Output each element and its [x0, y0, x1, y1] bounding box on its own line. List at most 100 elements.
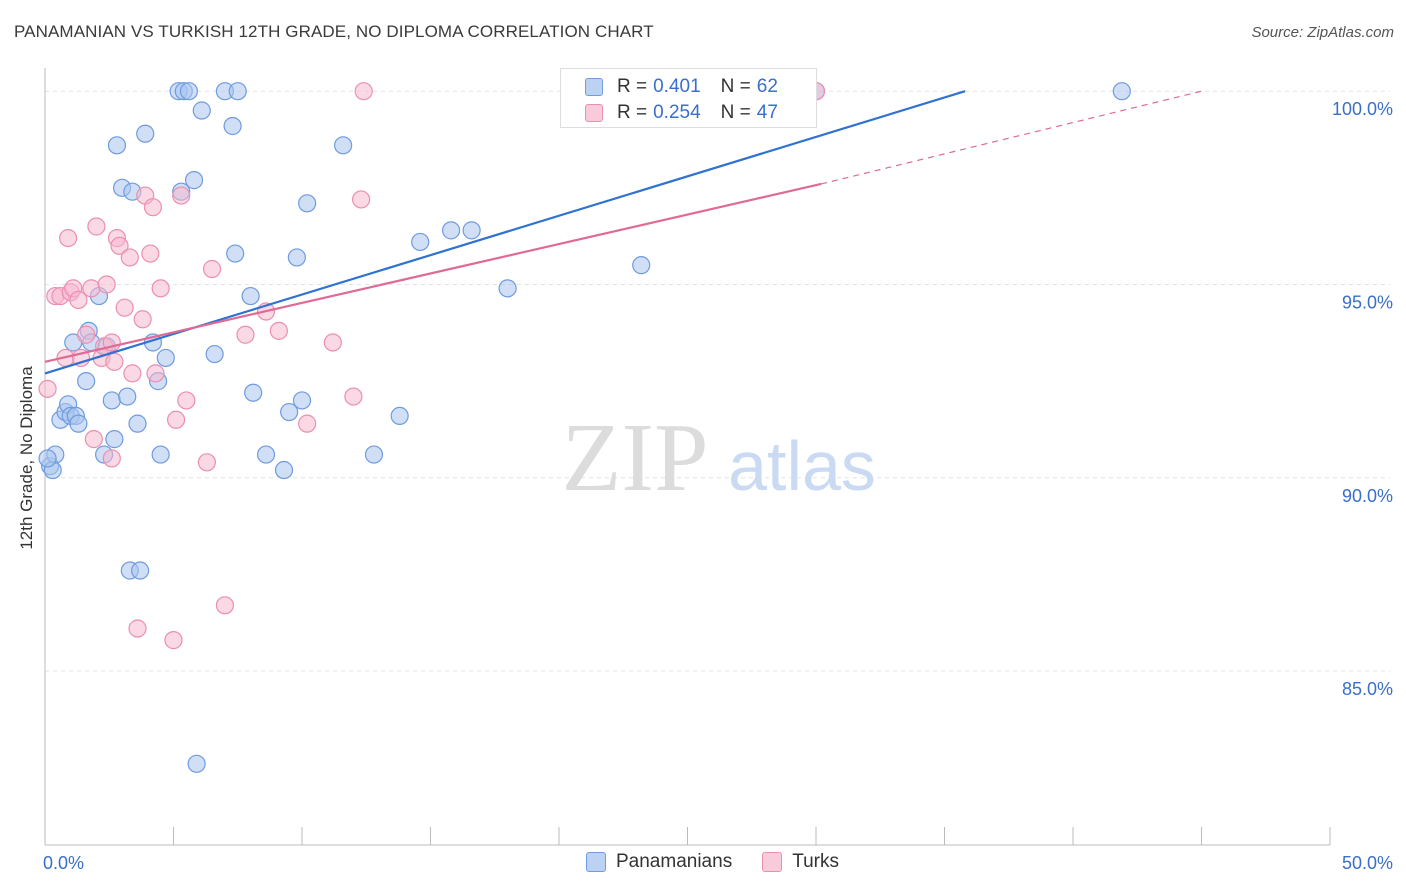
turk-point [236, 325, 255, 344]
panamanian-point [280, 402, 299, 422]
panamanian-point [441, 221, 461, 240]
panamanian-point [151, 445, 170, 464]
y-tick-label: 85.0% [1342, 679, 1393, 699]
turk-point [102, 449, 121, 468]
legend-row-panamanians: R = 0.401 N = 62 [585, 74, 778, 100]
panamanian-point [38, 449, 57, 468]
turk-point [146, 364, 165, 383]
tick-labels: 85.0% 90.0% 95.0% 100.0% 0.0% 50.0% [43, 99, 1393, 873]
legend-r-label: R = [617, 76, 648, 97]
legend-row-turks: R = 0.254 N = 47 [585, 100, 778, 126]
turk-point [344, 387, 363, 406]
turk-point [59, 228, 78, 248]
panamanian-point [632, 256, 651, 275]
panamanian-point [118, 387, 137, 406]
panamanian-point [462, 221, 481, 240]
legend-swatch-blue [585, 78, 603, 96]
series-legend: Panamanians Turks [586, 851, 869, 873]
trend-lines [44, 90, 1202, 375]
panamanian-point [69, 414, 88, 433]
turk-point [82, 279, 101, 298]
turk-point [143, 198, 163, 217]
grid-lines [45, 90, 1390, 672]
legend-swatch-pink [762, 852, 783, 872]
turk-point [164, 631, 183, 650]
panamanian-point [156, 348, 175, 368]
legend-n-label: N = [720, 76, 751, 97]
panamanian-point [334, 136, 353, 155]
panamanian-point [205, 344, 224, 364]
source-label: Source: ZipAtlas.com [1251, 24, 1394, 41]
panamanian-point [390, 406, 409, 426]
turk-point [87, 217, 106, 236]
panamanian-point [128, 414, 147, 433]
turk-point [123, 364, 142, 383]
turk-point [177, 391, 196, 410]
y-tick-label: 95.0% [1342, 292, 1393, 312]
trend-line-turks [820, 90, 1202, 185]
turk-point [151, 279, 170, 298]
legend-label-turks: Turks [792, 851, 839, 872]
legend-r-value: 0.401 [653, 76, 701, 97]
turk-point [77, 325, 96, 344]
panamanian-point [274, 460, 294, 480]
turk-point [298, 414, 317, 433]
turk-point [105, 352, 124, 371]
panamanian-point [244, 383, 263, 402]
x-tick-label: 50.0% [1342, 853, 1393, 873]
turk-point [133, 310, 152, 329]
watermark: ZIP atlas [562, 404, 876, 512]
legend-n-value: 62 [756, 76, 778, 97]
panamanian-point [187, 754, 206, 773]
y-tick-label: 100.0% [1332, 99, 1393, 119]
turk-point [269, 321, 288, 340]
turk-point [172, 186, 191, 205]
correlation-legend: R = 0.401 N = 62 R = 0.254 N = 47 [560, 68, 817, 128]
panamanian-point [298, 194, 317, 213]
chart-title: PANAMANIAN VS TURKISH 12TH GRADE, NO DIP… [14, 22, 654, 41]
turk-point [97, 275, 116, 294]
legend-n-label: N = [720, 102, 751, 123]
panamanian-point [226, 244, 245, 263]
legend-item-panamanians: Panamanians [586, 851, 732, 873]
watermark-zip: ZIP [562, 404, 709, 512]
turk-point [115, 298, 134, 317]
panamanian-point [192, 101, 211, 120]
turk-point [141, 244, 160, 263]
panamanian-point [130, 561, 150, 580]
panamanian-point [136, 124, 155, 143]
turk-point [69, 290, 88, 310]
panamanian-point [256, 445, 276, 464]
turk-point [323, 333, 342, 352]
turk-point [110, 236, 129, 255]
panamanian-point [228, 82, 247, 101]
x-tick-label: 0.0% [43, 853, 84, 873]
turk-point [84, 430, 103, 449]
turk-point [120, 248, 139, 267]
panamanian-point [411, 232, 430, 252]
turk-point [215, 596, 234, 615]
legend-swatch-blue [586, 852, 606, 872]
panamanian-point [292, 391, 312, 410]
panamanian-point [107, 136, 127, 155]
panamanian-point [498, 279, 517, 298]
y-axis-label: 12th Grade, No Diploma [17, 366, 36, 550]
panamanian-point [77, 372, 96, 391]
panamanian-point [179, 82, 199, 101]
turk-point [38, 379, 57, 398]
turk-point [354, 82, 373, 101]
turk-point [166, 410, 186, 429]
turk-point [352, 190, 371, 209]
panamanian-point [1112, 82, 1131, 101]
panamanian-point [102, 391, 121, 410]
legend-r-label: R = [617, 102, 648, 123]
legend-r-value: 0.254 [653, 102, 701, 123]
watermark-atlas: atlas [728, 427, 876, 505]
data-points [38, 82, 1131, 773]
panamanian-point [364, 445, 384, 464]
legend-swatch-pink [585, 104, 603, 122]
panamanian-point [223, 116, 242, 136]
legend-n-value: 47 [756, 102, 778, 123]
panamanian-point [105, 430, 124, 449]
